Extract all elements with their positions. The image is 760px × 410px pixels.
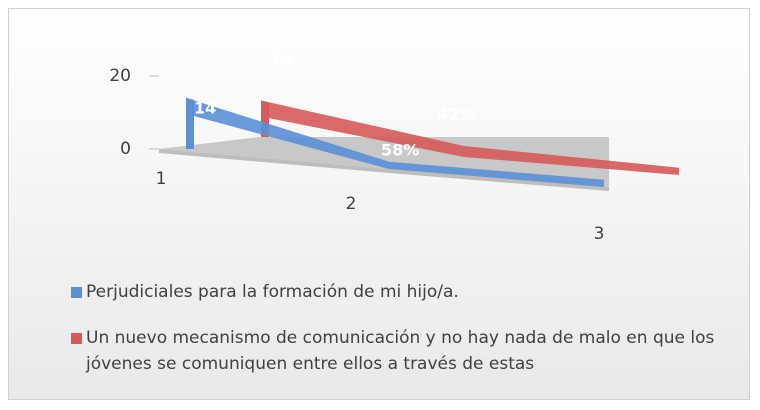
legend-swatch [71,287,82,298]
x-tick-label: 3 [594,224,605,244]
legend-item: Un nuevo mecanismo de comunicación y no … [71,325,731,377]
y-tick-label: 0 [120,139,131,159]
x-tick-label: 1 [156,169,167,189]
data-label: 10 [271,49,293,68]
legend-swatch [71,333,82,344]
legend-label: Perjudiciales para la formación de mi hi… [86,282,459,302]
legend-item: Perjudiciales para la formación de mi hi… [71,279,731,305]
x-tick-label: 2 [346,194,357,214]
floor-front [159,149,609,191]
series-wall [186,97,194,149]
legend-label: Un nuevo mecanismo de comunicación y no … [86,328,715,374]
legend: Perjudiciales para la formación de mi hi… [71,279,731,397]
data-label: 58% [381,141,419,160]
chart: 0 20 14 58% 10 42% 1 2 3 Perjudiciales para la f… [8,8,750,400]
data-label: 14 [194,99,216,118]
plot: 0 20 14 58% 10 42% 1 2 3 [109,49,679,244]
series-ribbon [261,100,679,175]
y-tick-label: 20 [109,66,131,86]
series-ribbon [186,97,604,187]
data-label: 42% [437,105,475,124]
